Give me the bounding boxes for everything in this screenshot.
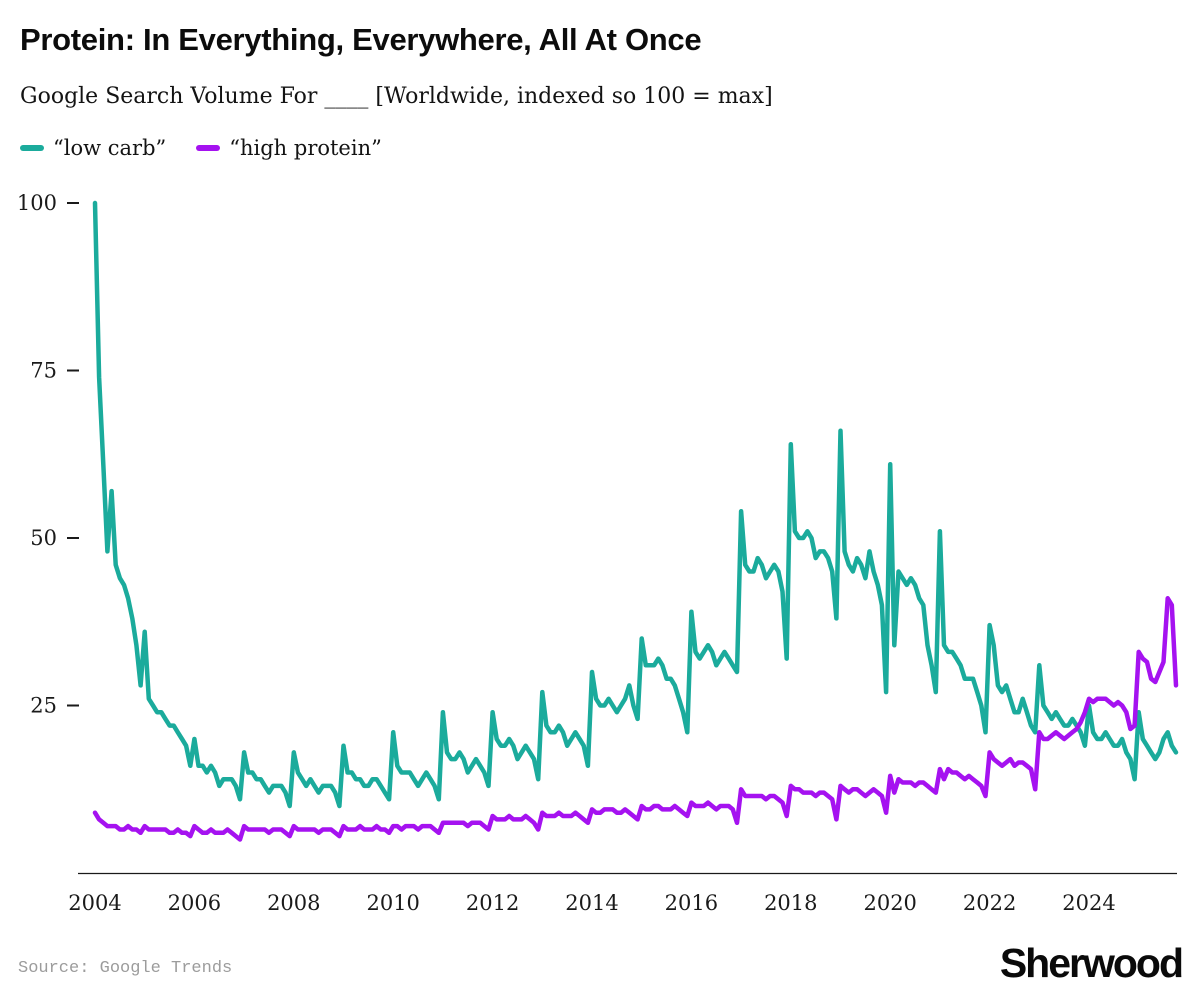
x-tick-label: 2012: [466, 891, 519, 915]
x-tick-label: 2016: [665, 891, 718, 915]
y-tick-label: 75: [30, 359, 57, 383]
legend-item-high-protein: “high protein”: [196, 136, 382, 160]
x-tick-label: 2014: [565, 891, 618, 915]
x-tick-label: 2004: [68, 891, 121, 915]
chart-subtitle: Google Search Volume For ____ [Worldwide…: [20, 84, 773, 109]
x-tick-label: 2010: [366, 891, 419, 915]
high-protein-swatch: [196, 145, 221, 151]
high-protein-line: [92, 596, 1179, 842]
sherwood-logo: Sherwood: [999, 940, 1184, 986]
low-carb-line: [92, 200, 1179, 809]
legend-label-high-protein: “high protein”: [229, 136, 382, 160]
x-tick-label: 2006: [168, 891, 221, 915]
legend-item-low-carb: “low carb”: [20, 136, 166, 160]
page-title: Protein: In Everything, Everywhere, All …: [20, 22, 702, 57]
y-tick-label: 100: [17, 191, 57, 215]
low-carb-swatch: [20, 145, 44, 151]
x-tick-label: 2008: [267, 891, 320, 915]
legend-label-low-carb: “low carb”: [53, 136, 167, 160]
y-tick-label: 25: [30, 694, 57, 718]
source-credit: Source: Google Trends: [18, 959, 233, 978]
x-tick-label: 2022: [963, 891, 1016, 915]
y-tick-label: 50: [30, 526, 57, 550]
x-tick-label: 2018: [764, 891, 817, 915]
legend: “low carb” “high protein”: [20, 136, 382, 160]
x-tick-label: 2024: [1062, 891, 1115, 915]
x-tick-label: 2020: [863, 891, 916, 915]
